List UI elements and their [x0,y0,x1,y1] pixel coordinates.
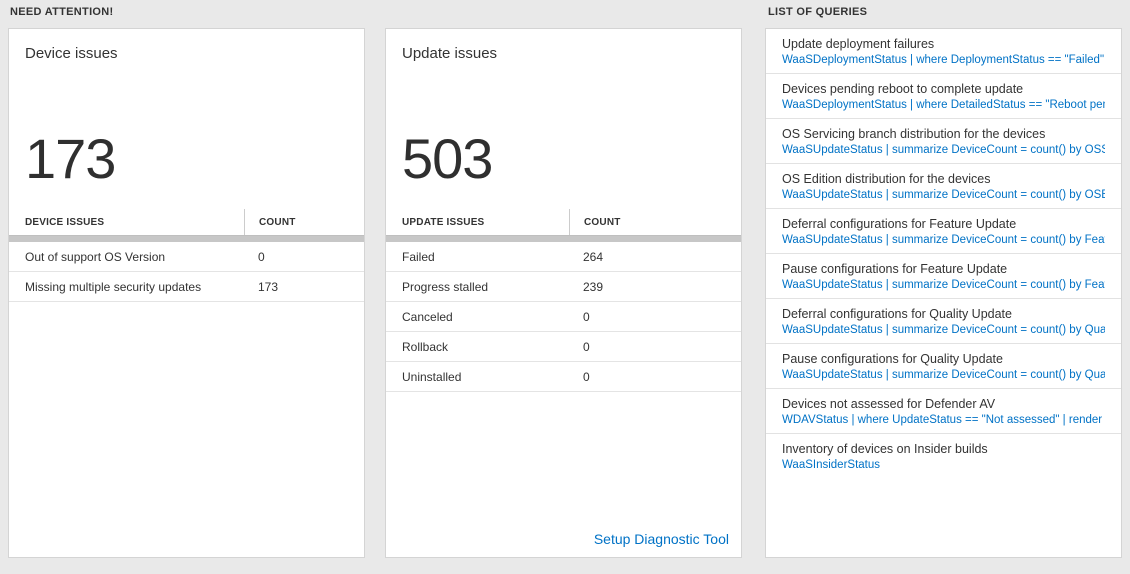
table-row[interactable]: Out of support OS Version 0 [9,242,364,272]
query-title: Pause configurations for Quality Update [782,352,1003,366]
query-text: WaaSDeploymentStatus | where DetailedSta… [782,99,1105,111]
column-header-update-issues: UPDATE ISSUES [402,217,485,228]
update-issues-card: Update issues 503 UPDATE ISSUES COUNT Fa… [385,28,742,558]
horizontal-scrollbar[interactable] [9,236,364,242]
query-text: WaaSUpdateStatus | summarize DeviceCount… [782,234,1105,246]
query-title: Update deployment failures [782,37,935,51]
query-title: OS Servicing branch distribution for the… [782,127,1046,141]
card-title: Device issues [25,45,118,62]
query-item[interactable]: OS Servicing branch distribution for the… [766,119,1121,164]
row-count: 239 [583,280,604,294]
query-text: WaaSUpdateStatus | summarize DeviceCount… [782,189,1105,201]
update-issues-total[interactable]: 503 [402,127,493,190]
row-count: 0 [583,310,590,324]
row-count: 0 [583,340,590,354]
query-text: WaaSUpdateStatus | summarize DeviceCount… [782,369,1105,381]
queries-panel: Update deployment failures WaaSDeploymen… [765,28,1122,558]
query-text: WDAVStatus | where UpdateStatus == "Not … [782,414,1105,426]
query-title: Deferral configurations for Quality Upda… [782,307,1012,321]
device-issues-table: DEVICE ISSUES COUNT Out of support OS Ve… [9,209,364,302]
table-row[interactable]: Canceled 0 [386,302,741,332]
card-title: Update issues [402,45,498,62]
row-count: 264 [583,250,604,264]
query-item[interactable]: Devices pending reboot to complete updat… [766,74,1121,119]
row-label: Failed [402,250,435,264]
column-header-count: COUNT [569,209,741,235]
query-title: Pause configurations for Feature Update [782,262,1008,276]
row-count: 0 [583,370,590,384]
query-item[interactable]: Deferral configurations for Feature Upda… [766,209,1121,254]
update-issues-table: UPDATE ISSUES COUNT Failed 264 Progress … [386,209,741,392]
query-text: WaaSUpdateStatus | summarize DeviceCount… [782,144,1105,156]
column-header-count: COUNT [244,209,364,235]
query-title: Devices pending reboot to complete updat… [782,82,1024,96]
table-row[interactable]: Rollback 0 [386,332,741,362]
query-item[interactable]: Pause configurations for Feature Update … [766,254,1121,299]
list-of-queries-header: LIST OF QUERIES [768,6,868,18]
device-issues-card: Device issues 173 DEVICE ISSUES COUNT Ou… [8,28,365,558]
query-item[interactable]: Deferral configurations for Quality Upda… [766,299,1121,344]
query-text: WaaSUpdateStatus | summarize DeviceCount… [782,279,1105,291]
setup-diagnostic-tool-link[interactable]: Setup Diagnostic Tool [593,531,729,547]
query-item[interactable]: Devices not assessed for Defender AV WDA… [766,389,1121,434]
need-attention-header: NEED ATTENTION! [10,6,114,18]
query-item[interactable]: Update deployment failures WaaSDeploymen… [766,29,1121,74]
table-row[interactable]: Progress stalled 239 [386,272,741,302]
query-item[interactable]: Inventory of devices on Insider builds W… [766,434,1121,478]
query-title: Inventory of devices on Insider builds [782,442,988,456]
row-count: 0 [258,250,265,264]
query-title: Deferral configurations for Feature Upda… [782,217,1017,231]
table-header-row: DEVICE ISSUES COUNT [9,209,364,236]
query-text: WaaSInsiderStatus [782,459,881,471]
query-title: Devices not assessed for Defender AV [782,397,996,411]
horizontal-scrollbar[interactable] [386,236,741,242]
query-text: WaaSUpdateStatus | summarize DeviceCount… [782,324,1105,336]
row-label: Uninstalled [402,370,462,384]
query-text: WaaSDeploymentStatus | where DeploymentS… [782,54,1105,66]
query-title: OS Edition distribution for the devices [782,172,991,186]
table-row[interactable]: Uninstalled 0 [386,362,741,392]
row-label: Canceled [402,310,453,324]
row-count: 173 [258,280,279,294]
column-header-device-issues: DEVICE ISSUES [25,217,105,228]
table-row[interactable]: Missing multiple security updates 173 [9,272,364,302]
query-item[interactable]: Pause configurations for Quality Update … [766,344,1121,389]
table-header-row: UPDATE ISSUES COUNT [386,209,741,236]
device-issues-total[interactable]: 173 [25,127,116,190]
query-item[interactable]: OS Edition distribution for the devices … [766,164,1121,209]
table-row[interactable]: Failed 264 [386,242,741,272]
row-label: Rollback [402,340,449,354]
row-label: Out of support OS Version [25,250,166,264]
row-label: Missing multiple security updates [25,280,202,294]
row-label: Progress stalled [402,280,489,294]
